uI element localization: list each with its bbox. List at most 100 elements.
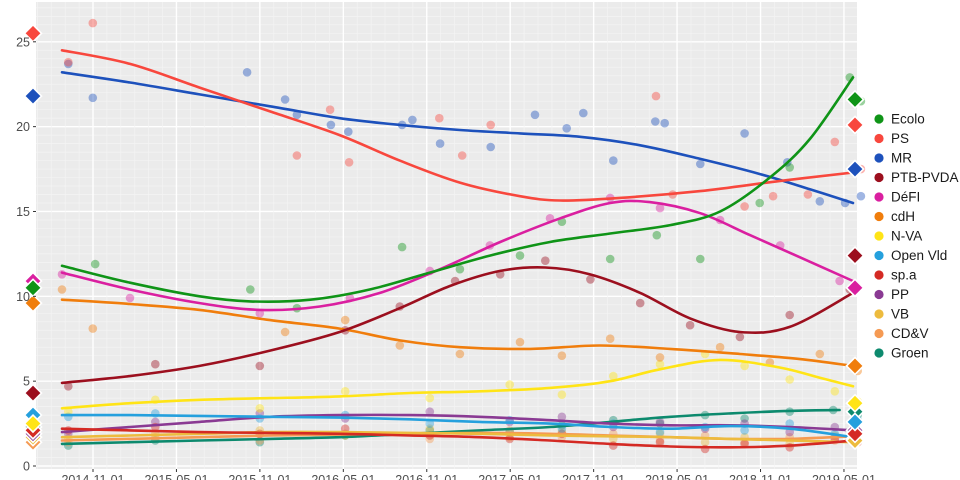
election-2019-marker-open-vld	[845, 412, 865, 432]
legend-key-groen	[874, 348, 884, 358]
poll-point-mr	[435, 139, 445, 148]
trend-line-ecolo	[60, 76, 855, 303]
poll-point-ps	[344, 158, 354, 167]
election-2019-marker-d-fi	[845, 278, 865, 298]
legend-label-ptb-pvda: PTB-PVDA	[891, 170, 959, 185]
poll-point-cdh	[455, 349, 465, 359]
poll-point-mr	[408, 115, 417, 125]
x-tick-label: 2015-11-01	[228, 473, 291, 480]
poll-point-cdh	[815, 349, 825, 359]
poll-point-cdh	[557, 351, 567, 361]
poll-point-pp	[557, 412, 567, 422]
poll-point-groen	[740, 414, 749, 423]
poll-point-d-fi	[835, 276, 844, 286]
legend-key-sp-a	[874, 270, 884, 280]
legend-label-open-vld: Open Vld	[891, 248, 947, 263]
poll-point-ps	[803, 190, 813, 199]
poll-point-ps	[651, 91, 661, 101]
poll-point-vb	[700, 437, 710, 447]
poll-point-mr	[856, 191, 866, 201]
poll-point-ecolo	[455, 264, 465, 274]
poll-point-mr	[88, 93, 98, 103]
poll-point-ecolo	[696, 254, 705, 264]
election-2019-marker-mr	[845, 159, 865, 179]
poll-point-mr	[530, 110, 540, 120]
x-tick-label: 2018-05-01	[645, 473, 709, 480]
legend-key-d-fi	[874, 192, 884, 202]
poll-point-ptb-pvda	[541, 256, 550, 266]
election-2014-marker-mr	[23, 86, 43, 106]
legend-key-mr	[874, 153, 884, 163]
legend-key-ps	[874, 133, 884, 144]
legend-label-n-va: N-VA	[891, 229, 922, 244]
election-2019-marker-cdh	[845, 356, 865, 376]
trend-line-groen	[60, 408, 841, 446]
poll-point-mr	[579, 108, 588, 118]
trend-line-sp-a	[60, 427, 855, 449]
poll-point-n-va	[505, 380, 514, 389]
y-tick-label: 20	[16, 120, 30, 134]
poll-point-ptb-pvda	[635, 298, 645, 308]
poll-point-cdh	[280, 327, 290, 337]
poll-point-ps	[64, 57, 73, 67]
poll-point-ecolo	[785, 163, 794, 172]
poll-point-ecolo	[652, 230, 662, 240]
legend-label-sp-a: sp.a	[891, 268, 917, 283]
y-tick-label: 10	[16, 290, 30, 304]
poll-point-mr	[815, 197, 825, 206]
poll-point-ptb-pvda	[735, 332, 745, 342]
poll-point-ps	[325, 105, 335, 114]
poll-point-ptb-pvda	[785, 310, 794, 320]
x-tick-label: 2018-11-01	[729, 473, 792, 480]
legend-label-cd-v: CD&V	[891, 326, 929, 341]
poll-point-ecolo	[515, 251, 525, 260]
poll-point-n-va	[785, 375, 794, 384]
y-tick-label: 5	[23, 375, 30, 389]
legend-key-ptb-pvda	[874, 172, 884, 183]
legend-label-groen: Groen	[891, 346, 929, 361]
poll-point-n-va	[655, 359, 665, 369]
poll-point-cdh	[57, 285, 67, 294]
poll-point-cd-v	[655, 436, 665, 445]
legend-label-ecolo: Ecolo	[891, 112, 925, 127]
poll-point-n-va	[340, 387, 350, 396]
poll-point-mr	[696, 159, 705, 169]
poll-point-vb	[425, 424, 435, 434]
poll-point-mr	[562, 124, 571, 133]
legend-label-ps: PS	[891, 131, 909, 146]
legend-label-mr: MR	[891, 151, 912, 166]
poll-point-cdh	[88, 324, 98, 333]
trend-line-d-fi	[60, 199, 855, 312]
x-tick-label: 2015-05-01	[144, 473, 208, 480]
legend-key-cdh	[874, 211, 884, 222]
poll-point-ecolo	[605, 254, 615, 264]
election-2019-marker-ps	[845, 115, 865, 135]
poll-point-open-vld	[425, 419, 435, 428]
x-tick-label: 2019-05-01	[812, 473, 876, 480]
poll-point-cdh	[655, 353, 665, 362]
poll-point-ps	[435, 113, 444, 123]
legend-key-pp	[874, 289, 884, 300]
poll-point-n-va	[830, 387, 840, 396]
legend-key-ecolo	[874, 114, 884, 124]
trend-line-n-va	[60, 358, 855, 410]
poll-point-n-va	[557, 390, 567, 400]
poll-point-mr	[660, 118, 669, 128]
legend-label-cdh: cdH	[891, 209, 915, 224]
trend-line-vb	[60, 430, 855, 444]
legend-key-vb	[874, 309, 884, 319]
poll-point-mr	[344, 127, 353, 136]
poll-point-cdh	[395, 341, 405, 350]
poll-point-sp-a	[655, 437, 665, 447]
trend-line-ptb-pvda	[60, 266, 855, 385]
poll-point-ptb-pvda	[586, 275, 595, 284]
election-2014-marker-n-va	[23, 413, 43, 434]
poll-point-d-fi	[655, 203, 665, 213]
legend-label-d-fi: DéFI	[891, 190, 920, 205]
poll-point-ps	[740, 202, 749, 211]
election-2014-marker-cdh	[23, 293, 43, 313]
x-tick-label: 2016-05-01	[311, 473, 375, 480]
poll-point-cdh	[715, 342, 725, 352]
poll-point-n-va	[609, 371, 618, 381]
